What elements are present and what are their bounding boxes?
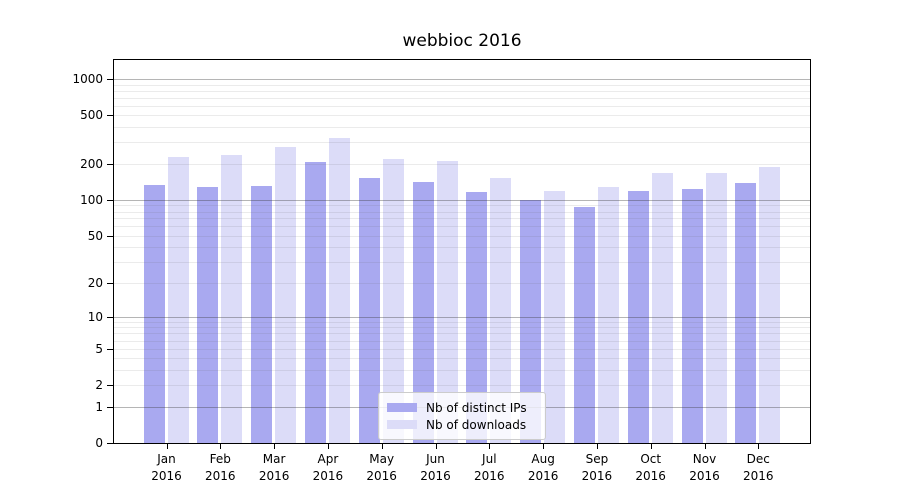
gridline — [114, 163, 810, 165]
bar-downloads — [328, 138, 350, 443]
y-axis-tick-label: 5 — [95, 341, 103, 356]
legend-row-ips: Nb of distinct IPs — [379, 401, 545, 415]
x-axis-tick-label: Aug 2016 — [527, 452, 559, 483]
y-axis-tick — [107, 443, 113, 444]
legend-label-downloads: Nb of downloads — [426, 417, 527, 432]
bar-downloads — [597, 186, 619, 443]
bar-downloads — [759, 166, 781, 443]
y-axis-tick-label: 1000 — [72, 72, 103, 86]
bar-distinct-ips — [735, 183, 757, 443]
x-axis-tick-label: Feb 2016 — [205, 452, 236, 483]
x-axis-tick — [327, 444, 329, 449]
y-axis-tick — [107, 316, 113, 318]
x-axis-tick-label: Mar 2016 — [258, 452, 290, 483]
x-axis-tick-label: Jun 2016 — [420, 452, 451, 483]
legend: Nb of distinct IPs Nb of downloads — [378, 392, 546, 440]
bar-distinct-ips — [573, 206, 595, 443]
gridline — [114, 127, 810, 129]
bar-distinct-ips — [143, 184, 165, 443]
y-axis-tick — [107, 115, 113, 117]
x-axis-tick — [650, 444, 652, 449]
bar-distinct-ips — [412, 181, 434, 443]
x-axis-tick — [381, 444, 383, 449]
bar-distinct-ips — [251, 186, 273, 443]
bar-downloads — [221, 154, 243, 443]
bar-distinct-ips — [681, 189, 703, 443]
gridline — [114, 90, 810, 92]
bar-downloads — [167, 156, 189, 443]
legend-row-downloads: Nb of downloads — [379, 418, 545, 432]
bar-distinct-ips — [197, 187, 219, 443]
bar-downloads — [705, 173, 727, 443]
x-axis-tick-label: Apr 2016 — [312, 452, 344, 483]
y-axis-tick-label: 0 — [95, 436, 103, 450]
legend-swatch-downloads — [387, 420, 417, 429]
chart-title: webbioc 2016 — [402, 31, 522, 51]
y-axis-tick-label: 10 — [87, 309, 103, 324]
y-axis-tick-label: 100 — [80, 192, 103, 207]
bar-downloads — [544, 191, 566, 443]
gridline — [114, 105, 810, 107]
bar-downloads — [382, 158, 404, 443]
plot-area — [113, 59, 811, 444]
bar-distinct-ips — [627, 190, 649, 443]
y-axis-tick-label: 20 — [87, 275, 103, 290]
x-axis-tick-label: Jul 2016 — [474, 452, 505, 483]
bar-distinct-ips — [520, 199, 542, 443]
y-axis-tick-label: 1 — [95, 399, 103, 414]
y-axis-tick — [107, 385, 113, 387]
gridline — [114, 115, 810, 117]
x-axis-tick — [274, 444, 276, 449]
legend-label-distinct-ips: Nb of distinct IPs — [426, 400, 527, 415]
x-axis-tick-label: Oct 2016 — [635, 452, 666, 483]
bar-distinct-ips — [304, 162, 326, 443]
x-axis-tick-label: Jan 2016 — [151, 452, 182, 483]
x-axis-tick — [435, 444, 437, 449]
x-axis-tick-label: Sep 2016 — [581, 452, 613, 483]
gridline — [114, 142, 810, 144]
gridline — [114, 84, 810, 86]
x-axis-tick — [220, 444, 222, 449]
y-axis-tick — [107, 199, 113, 201]
bar-downloads — [651, 173, 673, 443]
x-axis-tick — [166, 444, 168, 449]
y-axis-tick — [107, 282, 113, 284]
x-axis-tick-label: Nov 2016 — [689, 452, 720, 483]
x-axis-tick — [704, 444, 706, 449]
y-axis-tick-label: 200 — [80, 156, 103, 171]
x-axis-tick — [758, 444, 760, 449]
y-axis-tick — [107, 79, 113, 80]
bar-distinct-ips — [466, 192, 488, 443]
legend-swatch-distinct-ips — [387, 403, 417, 412]
x-axis-tick — [543, 444, 545, 449]
x-axis-tick — [596, 444, 598, 449]
bar-downloads — [275, 146, 297, 443]
x-axis-tick-label: May 2016 — [366, 452, 397, 483]
x-axis-tick-label: Dec 2016 — [743, 452, 774, 483]
x-axis-tick — [489, 444, 491, 449]
y-axis-tick-label: 2 — [95, 378, 103, 393]
y-axis-tick-label: 500 — [80, 108, 103, 123]
bar-downloads — [436, 161, 458, 443]
y-axis-tick — [107, 406, 113, 408]
bar-distinct-ips — [358, 177, 380, 443]
y-axis-tick-label: 50 — [87, 228, 103, 243]
y-axis-tick — [107, 348, 113, 350]
y-axis-tick — [107, 163, 113, 165]
y-axis-tick — [107, 235, 113, 237]
gridline — [114, 79, 810, 80]
bar-downloads — [490, 177, 512, 443]
gridline — [114, 97, 810, 99]
